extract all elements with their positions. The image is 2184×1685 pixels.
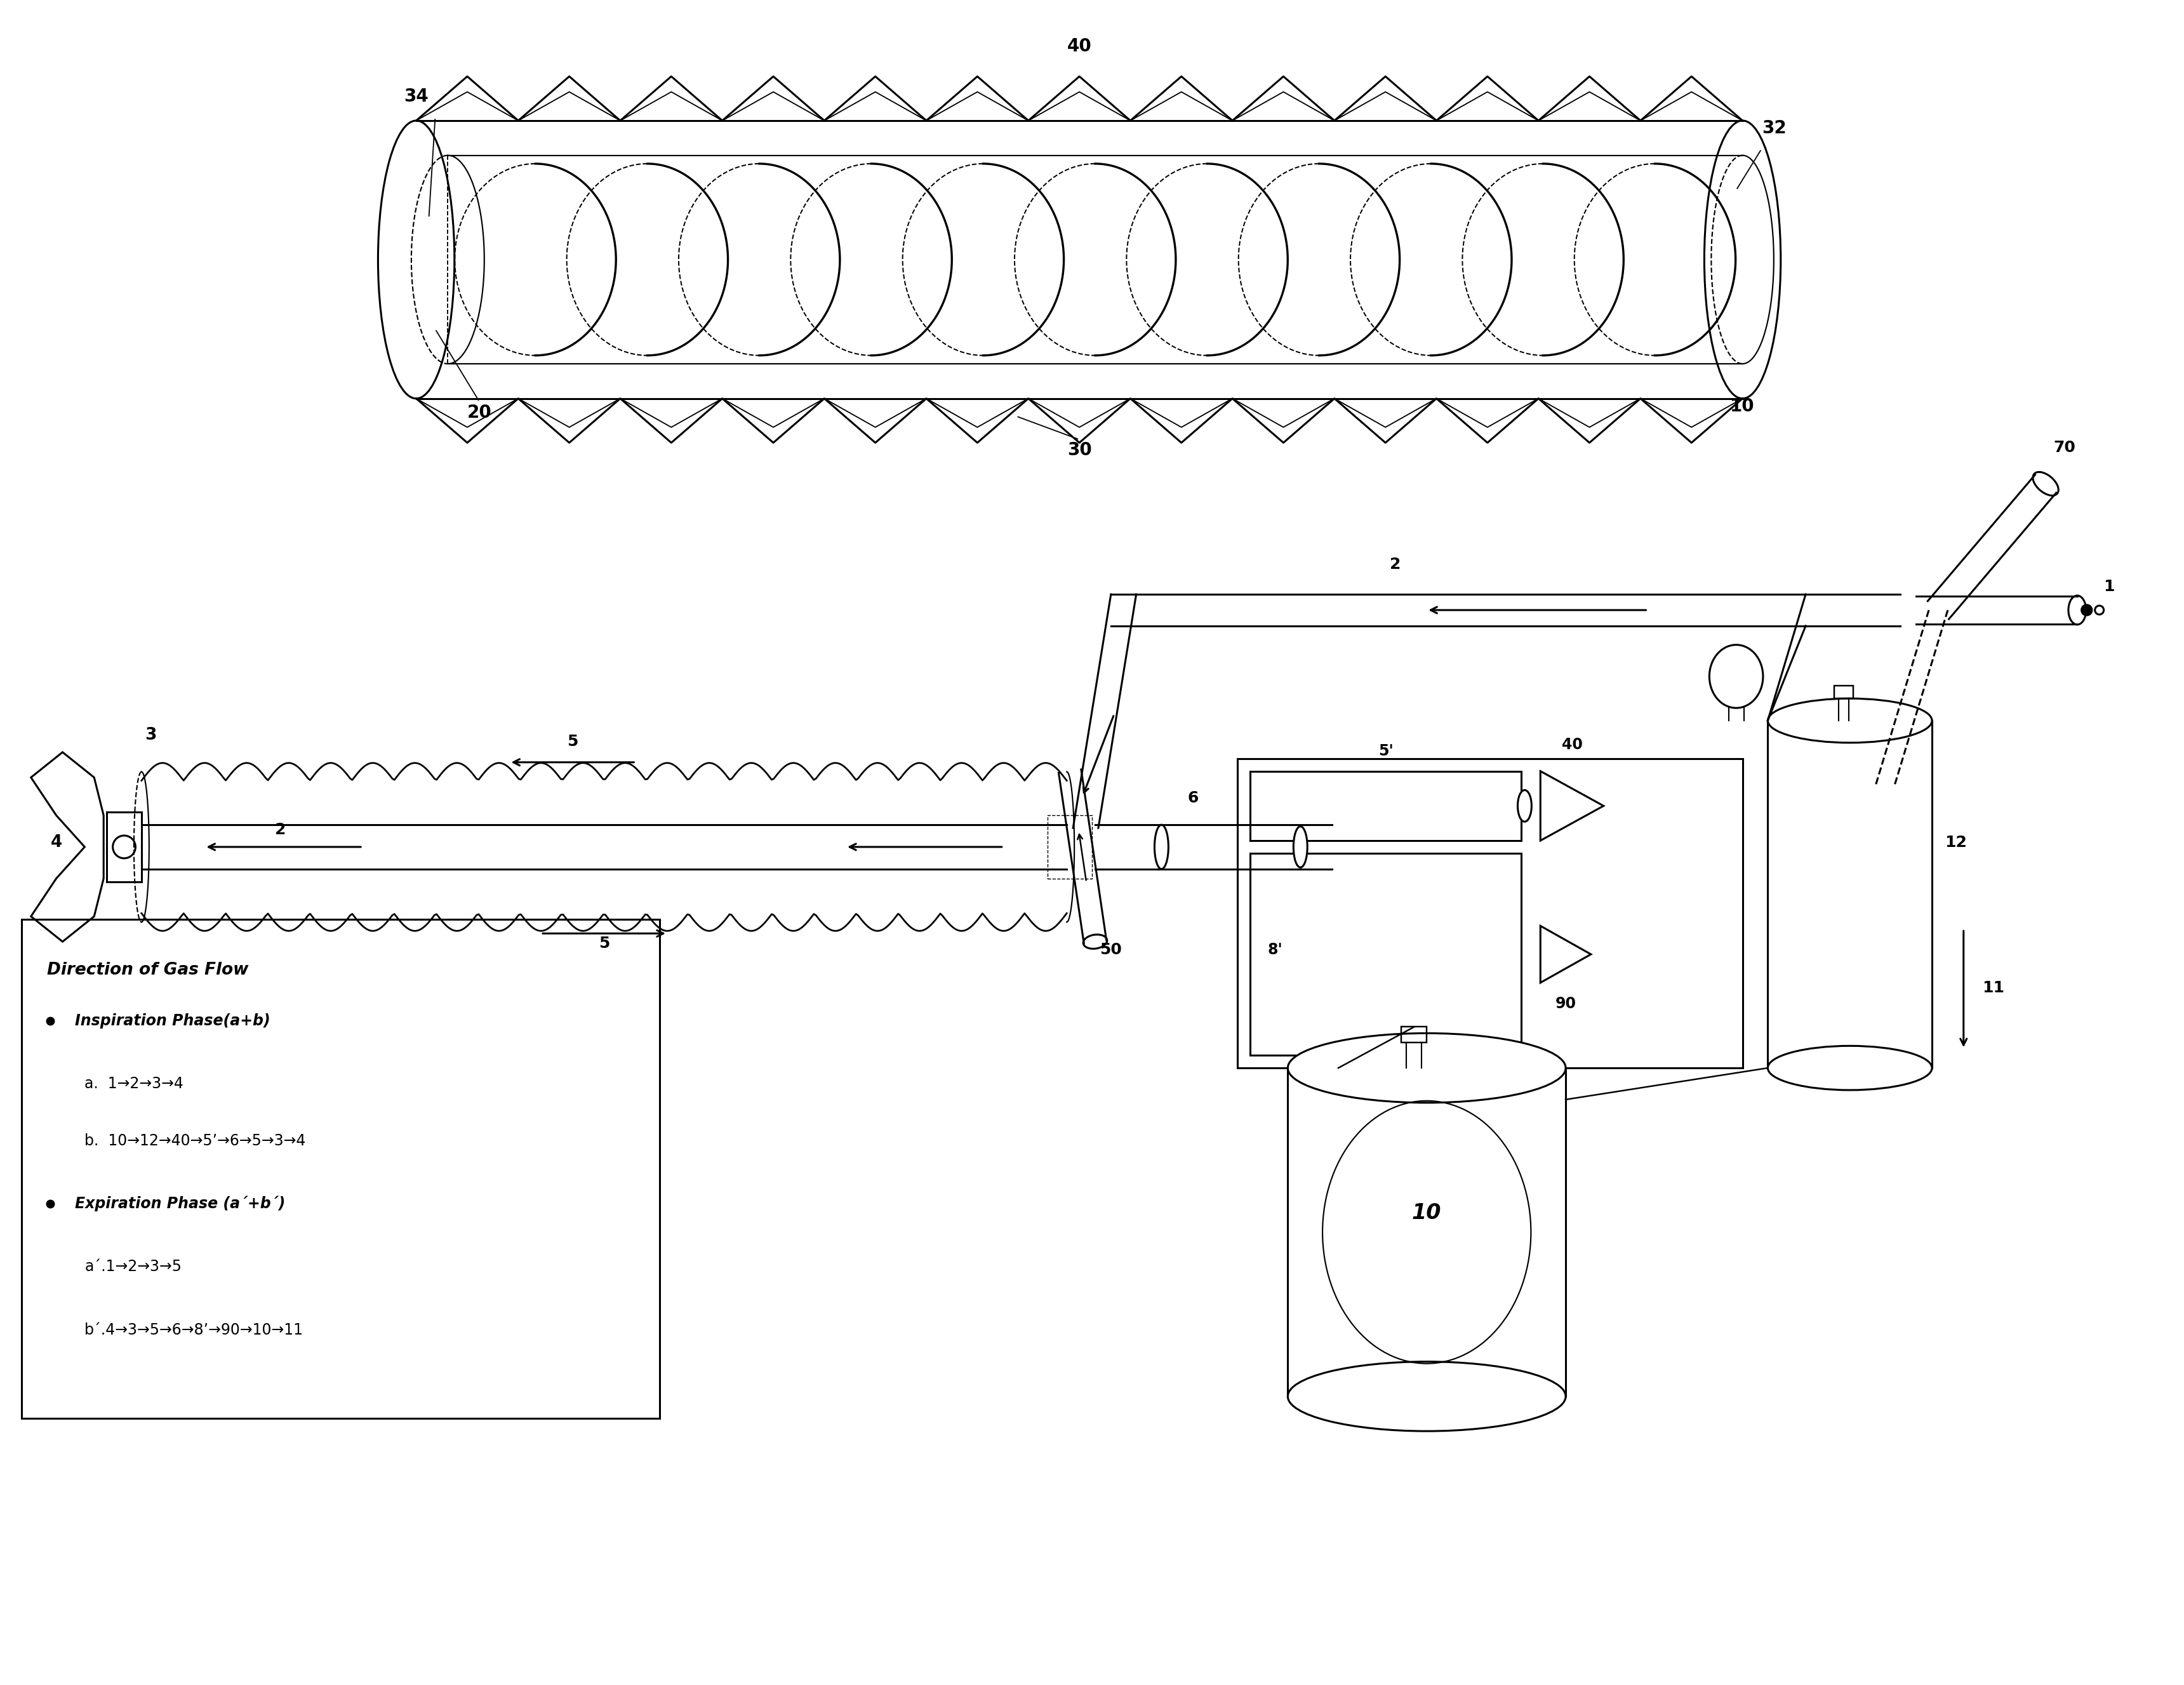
Text: 6: 6: [1188, 790, 1199, 805]
Polygon shape: [1540, 925, 1590, 982]
Text: Inspiration Phase(a+b): Inspiration Phase(a+b): [74, 1013, 271, 1028]
Text: 5': 5': [1378, 743, 1393, 758]
Text: 3: 3: [144, 726, 157, 743]
Text: 5: 5: [598, 935, 609, 950]
Bar: [1402, 1026, 1426, 1043]
Ellipse shape: [1289, 1361, 1566, 1431]
Polygon shape: [1540, 772, 1603, 841]
Text: a´.1→2→3→5: a´.1→2→3→5: [85, 1259, 181, 1274]
Text: 20: 20: [467, 403, 491, 421]
Bar: [107, 812, 142, 881]
Text: 90: 90: [1555, 996, 1577, 1011]
Text: 5: 5: [568, 733, 579, 750]
Text: 40: 40: [1562, 736, 1583, 752]
Bar: [1835, 686, 1852, 699]
Ellipse shape: [2033, 472, 2060, 495]
Text: 50: 50: [1101, 942, 1123, 957]
Text: 70: 70: [2053, 440, 2075, 455]
Text: 10: 10: [1730, 398, 1754, 415]
Ellipse shape: [1293, 826, 1308, 868]
Text: 4: 4: [50, 834, 61, 851]
Text: 2: 2: [1389, 558, 1400, 573]
Bar: [1238, 758, 1743, 1068]
Ellipse shape: [2068, 595, 2086, 625]
Text: b.  10→12→40→5’→6→5→3→4: b. 10→12→40→5’→6→5→3→4: [85, 1132, 306, 1147]
Circle shape: [2081, 605, 2092, 615]
Ellipse shape: [1767, 699, 1933, 743]
Text: 40: 40: [1068, 37, 1092, 56]
Text: b´.4→3→5→6→8’→90→10→11: b´.4→3→5→6→8’→90→10→11: [85, 1323, 304, 1338]
Bar: [1249, 853, 1522, 1055]
Ellipse shape: [1289, 1033, 1566, 1102]
Text: a.  1→2→3→4: a. 1→2→3→4: [85, 1077, 183, 1092]
Ellipse shape: [1083, 935, 1107, 949]
Bar: [1249, 772, 1522, 841]
Text: 2: 2: [275, 822, 286, 837]
Text: 11: 11: [1983, 981, 2005, 996]
Text: 8': 8': [1267, 942, 1282, 957]
Text: Expiration Phase (a´+b´): Expiration Phase (a´+b´): [74, 1196, 286, 1212]
Text: 12: 12: [1944, 834, 1968, 851]
Text: Direction of Gas Flow: Direction of Gas Flow: [46, 962, 249, 979]
Ellipse shape: [1704, 121, 1780, 399]
Ellipse shape: [1155, 826, 1168, 869]
Text: 30: 30: [1068, 441, 1092, 458]
Text: 10: 10: [1413, 1203, 1441, 1223]
Text: 1: 1: [2103, 580, 2114, 595]
Text: 34: 34: [404, 88, 428, 106]
Ellipse shape: [1518, 790, 1531, 822]
Text: 32: 32: [1762, 120, 1787, 136]
Ellipse shape: [1767, 1046, 1933, 1090]
